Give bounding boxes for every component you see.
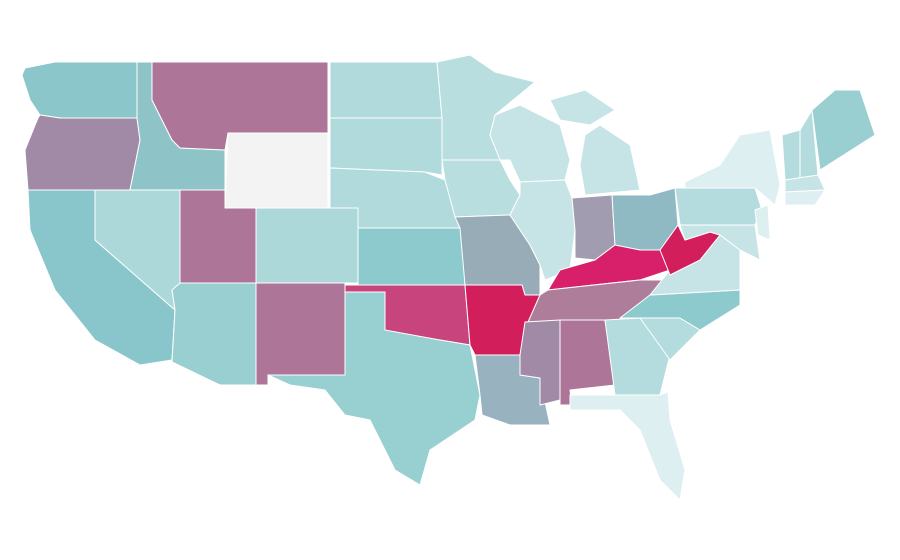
state-region [329, 61, 443, 119]
state-region [569, 391, 686, 501]
state-region [754, 204, 771, 241]
state-region [811, 89, 876, 171]
state-region [674, 187, 763, 226]
state-region [357, 227, 466, 286]
state-region [224, 132, 329, 209]
state-region [255, 282, 346, 386]
state-region [509, 179, 576, 281]
state-region [21, 61, 138, 119]
state-region [679, 224, 761, 261]
state-region [441, 159, 521, 218]
state-region [171, 282, 257, 386]
state-region [255, 207, 359, 284]
state-region [267, 291, 481, 486]
state-region [329, 117, 443, 176]
state-region [547, 244, 671, 291]
state-region [784, 189, 826, 206]
state-region [684, 129, 781, 206]
state-region [549, 89, 641, 196]
state-region [24, 114, 141, 191]
state-region [781, 129, 801, 181]
state-region [151, 61, 329, 151]
